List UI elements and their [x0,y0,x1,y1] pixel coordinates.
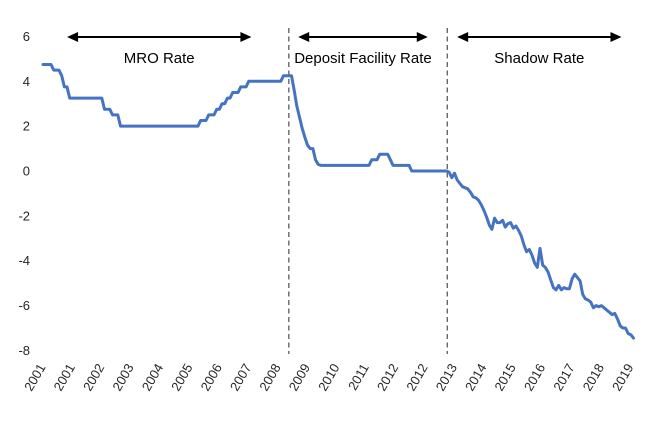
region-annotation: MRO Rate [67,32,252,67]
y-axis-tick-label: -8 [18,343,30,358]
region-label: Deposit Facility Rate [294,50,432,67]
region-label: Shadow Rate [494,50,584,67]
arrow-left-head-icon [298,32,310,42]
y-axis-tick-label: 2 [23,119,30,134]
arrow-left-head-icon [67,32,79,42]
y-axis-tick-label: -4 [18,253,30,268]
y-axis-tick-label: 0 [23,164,30,179]
y-axis-tick-label: -6 [18,298,30,313]
y-axis-tick-label: 4 [23,74,30,89]
region-annotation: Deposit Facility Rate [294,32,432,67]
arrow-right-head-icon [610,32,622,42]
arrow-right-head-icon [240,32,252,42]
region-label: MRO Rate [124,50,195,67]
arrow-left-head-icon [457,32,469,42]
arrow-right-head-icon [416,32,428,42]
y-axis-tick-label: 6 [23,29,30,44]
y-axis-tick-label: -2 [18,208,30,223]
rate-line [41,63,635,340]
region-annotation: Shadow Rate [457,32,622,67]
